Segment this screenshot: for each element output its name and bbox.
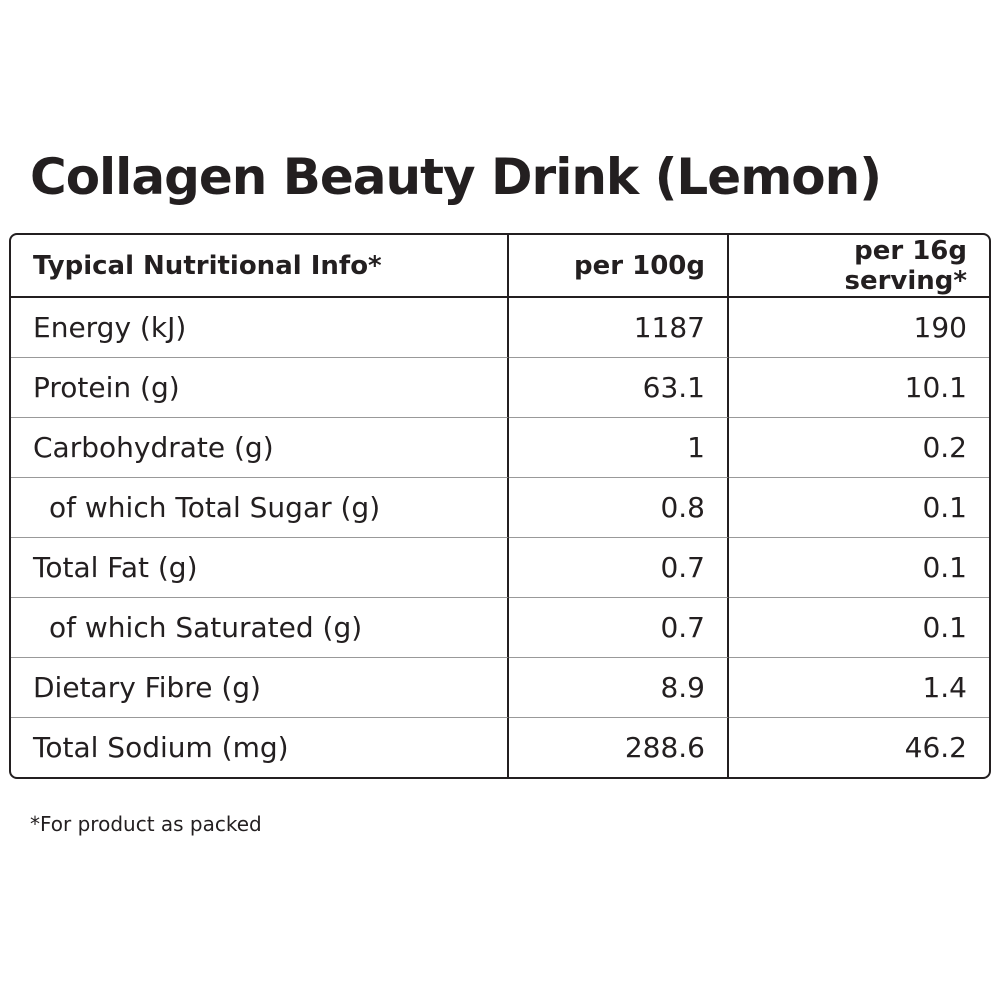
table-cell: 46.2 [904,731,967,764]
table-cell: 1 [509,418,729,478]
table-cell: 0.7 [509,598,729,658]
table-cell: 0.2 [729,418,989,478]
table-cell: 63.1 [509,358,729,418]
table-cell: Carbohydrate (g) [11,418,509,478]
table-cell: 288.6 [509,718,729,777]
header-cell: Typical Nutritional Info* [11,235,509,298]
table-row: of which Total Sugar (g) 0.8 0.1 [11,478,989,538]
table-row: Dietary Fibre (g) 8.9 1.4 [11,658,989,718]
header-row: Typical Nutritional Info* per 100g per 16g… [11,235,989,298]
table-cell: Energy (kJ) [11,298,509,358]
table-cell: of which Saturated (g) [11,598,509,658]
table-cell: 1187 [509,298,729,358]
nutrition-table: Typical Nutritional Info* per 100g per 16g… [9,233,991,779]
table-row: of which Saturated (g) 0.7 0.1 [11,598,989,658]
table-cell: 0.1 [729,478,989,538]
table-cell: Total Fat (g) [11,538,509,598]
table-cell: 0.1 [729,538,989,598]
table-cell: 10.1 [729,358,989,418]
table-cell: of which Total Sugar (g) [11,478,509,538]
table-body: Energy (kJ) 1187 190 Protein (g) 63.1 10.1 Car… [11,298,989,777]
table-cell: Protein (g) [11,358,509,418]
table-cell: Dietary Fibre (g) [11,658,509,718]
table-row: Total Fat (g) 0.7 0.1 [11,538,989,598]
table-cell: Total Sodium (mg) [11,718,509,777]
table-row: Carbohydrate (g) 1 0.2 [11,418,989,478]
table-cell: 0.8 [509,478,729,538]
table-cell: 0.1 [729,598,989,658]
table-cell: 190 [729,298,989,358]
table-row: Total Sodium (mg) 288.6 46.2 [11,718,989,777]
table-row: Protein (g) 63.1 10.1 [11,358,989,418]
header-cell: per 100g [509,235,729,298]
table-row: Energy (kJ) 1187 190 [11,298,989,358]
title: Collagen Beauty Drink (Lemon) [30,148,882,206]
header-cell: per 16g serving* [729,235,989,298]
table-cell: 0.7 [509,538,729,598]
footnote: *For product as packed [30,812,262,836]
table-cell: 1.4 [729,658,989,718]
table-cell: 8.9 [509,658,729,718]
